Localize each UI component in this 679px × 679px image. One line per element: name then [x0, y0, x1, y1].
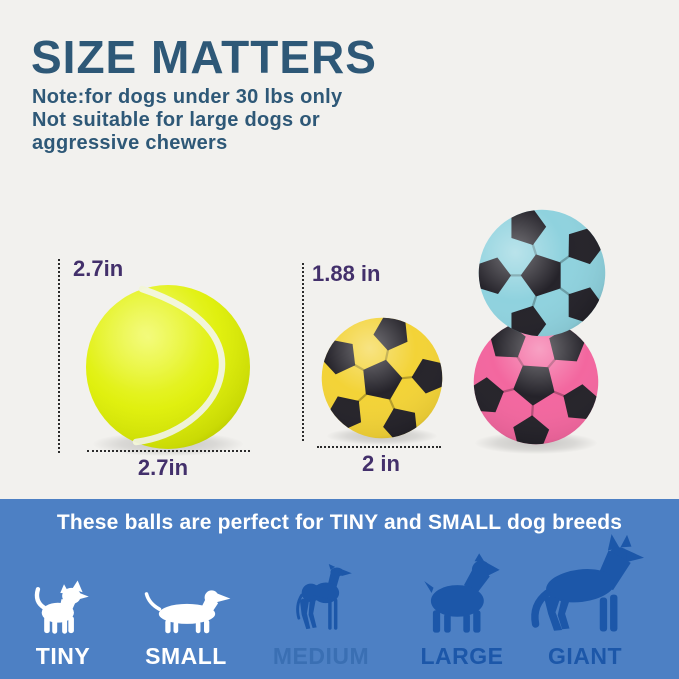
breed-label-large: LARGE	[420, 643, 504, 669]
small-dog-icon	[144, 590, 231, 634]
medium-dog-icon	[296, 564, 352, 630]
note-line-2: Not suitable for large dogs or	[32, 109, 320, 131]
large-dog-icon	[424, 553, 500, 633]
soccer-ball-height-label: 1.88 in	[312, 261, 381, 286]
breed-label-tiny: TINY	[35, 643, 91, 669]
giant-dog-icon	[531, 534, 644, 632]
breed-label-medium: MEDIUM	[272, 643, 370, 669]
soccer-ball-height-dimension-line	[302, 263, 304, 441]
tennis-ball-height-dimension-line	[58, 259, 60, 453]
soccer-ball-width-label: 2 in	[362, 451, 400, 476]
breed-label-small: SMALL	[145, 643, 227, 669]
pink-soccer-ball	[473, 319, 599, 445]
note-text: Note:for dogs under 30 lbs only Not suit…	[32, 86, 342, 155]
tiny-dog-icon	[34, 580, 89, 634]
yellow-soccer-ball	[321, 317, 443, 439]
tennis-ball-height-label: 2.7in	[73, 256, 124, 281]
breed-size-banner: These balls are perfect for TINY and SMA…	[0, 499, 679, 679]
note-line-3: aggressive chewers	[32, 132, 228, 154]
soccer-ball-width-dimension-line	[317, 446, 441, 448]
tennis-ball	[86, 285, 250, 449]
blue-soccer-ball	[478, 209, 606, 337]
tennis-ball-width-label: 2.7in	[137, 455, 189, 480]
banner-heading: These balls are perfect for TINY and SMA…	[56, 511, 623, 534]
tennis-ball-width-dimension-line	[87, 450, 250, 452]
note-line-1: Note:for dogs under 30 lbs only	[32, 86, 343, 108]
page-title: SIZE MATTERS	[31, 31, 377, 83]
breed-label-giant: GIANT	[547, 643, 623, 669]
